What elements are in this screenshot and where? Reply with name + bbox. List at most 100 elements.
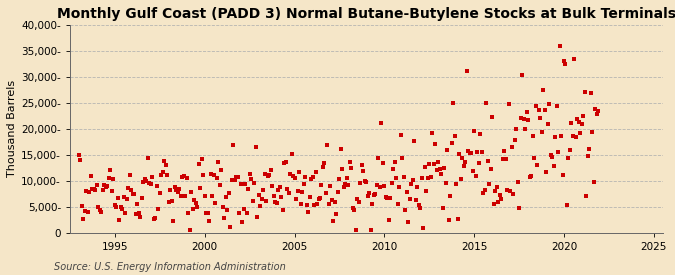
Point (518, 117, 529, 122)
Point (499, 149, 510, 153)
Point (331, 212, 342, 216)
Point (130, 212, 141, 216)
Point (93, 205, 104, 209)
Point (284, 191, 294, 195)
Point (403, 220, 414, 224)
Point (327, 198, 338, 202)
Point (172, 190, 183, 194)
Y-axis label: Thousand Barrels: Thousand Barrels (7, 80, 17, 177)
Point (369, 193, 379, 197)
Point (425, 175, 436, 180)
Point (560, 62, 571, 66)
Point (549, 135, 560, 139)
Point (258, 188, 269, 192)
Point (446, 141, 457, 145)
Point (195, 186, 206, 190)
Point (562, 202, 572, 207)
Point (193, 162, 204, 167)
Point (376, 120, 387, 125)
Point (530, 103, 541, 108)
Point (585, 90, 596, 95)
Point (398, 175, 409, 180)
Point (96, 210, 107, 214)
Point (259, 172, 270, 176)
Point (114, 218, 125, 222)
Point (383, 217, 394, 222)
Point (328, 219, 339, 223)
Point (122, 197, 132, 202)
Point (98, 188, 109, 192)
Point (389, 160, 400, 164)
Point (225, 225, 236, 229)
Point (312, 202, 323, 206)
Point (569, 57, 580, 61)
Point (119, 195, 130, 199)
Point (356, 163, 367, 167)
Point (478, 191, 489, 195)
Point (526, 174, 537, 178)
Point (281, 187, 292, 191)
Point (234, 211, 244, 215)
Point (415, 205, 426, 210)
Point (437, 206, 448, 211)
Point (572, 117, 583, 122)
Point (189, 198, 200, 203)
Point (244, 172, 255, 176)
Point (439, 166, 450, 170)
Point (322, 143, 333, 147)
Point (591, 112, 602, 117)
Point (88, 187, 99, 191)
Point (84, 190, 95, 194)
Point (472, 149, 483, 154)
Point (316, 183, 327, 188)
Point (109, 203, 120, 208)
Point (140, 177, 151, 182)
Point (520, 126, 531, 131)
Point (186, 190, 196, 194)
Point (348, 206, 358, 210)
Point (408, 178, 418, 183)
Point (113, 196, 124, 201)
Point (288, 174, 298, 178)
Point (575, 130, 586, 135)
Point (396, 132, 406, 137)
Point (436, 172, 447, 176)
Point (159, 158, 169, 163)
Point (128, 192, 138, 197)
Point (214, 183, 225, 187)
Point (448, 101, 458, 105)
Point (404, 197, 415, 201)
Point (295, 202, 306, 207)
Point (192, 204, 202, 209)
Point (82, 210, 93, 214)
Point (487, 114, 497, 119)
Point (559, 59, 570, 64)
Point (355, 181, 366, 186)
Point (587, 130, 598, 134)
Point (456, 177, 466, 181)
Point (488, 201, 499, 206)
Point (430, 142, 441, 146)
Point (171, 188, 182, 192)
Point (176, 194, 186, 198)
Point (370, 192, 381, 196)
Point (334, 177, 345, 181)
Point (391, 176, 402, 180)
Point (424, 162, 435, 166)
Point (163, 200, 174, 204)
Point (495, 196, 506, 201)
Point (102, 183, 113, 188)
Point (431, 167, 442, 172)
Point (361, 180, 372, 184)
Point (387, 181, 398, 186)
Point (576, 122, 587, 126)
Point (144, 181, 155, 185)
Point (213, 160, 223, 164)
Point (450, 133, 460, 138)
Point (161, 163, 171, 167)
Point (460, 160, 470, 164)
Point (490, 189, 501, 194)
Point (484, 182, 495, 186)
Point (365, 228, 376, 232)
Point (142, 156, 153, 160)
